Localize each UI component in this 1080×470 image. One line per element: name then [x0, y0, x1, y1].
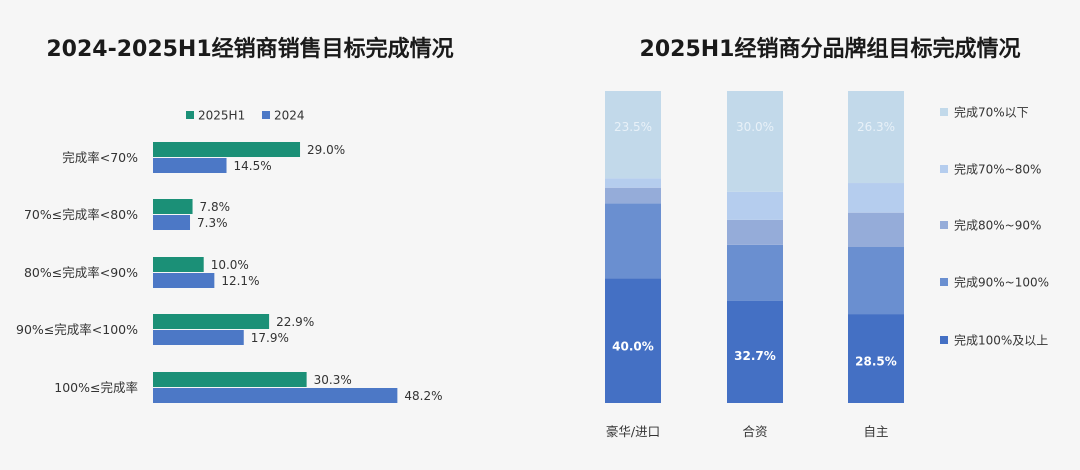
- segment-2-1: [727, 219, 783, 245]
- right-chart-title: 2025H1经销商分品牌组目标完成情况: [640, 36, 1021, 62]
- segment-label: 32.7%: [734, 349, 776, 363]
- data-label: 12.1%: [221, 274, 259, 288]
- category-label: 豪华/进口: [606, 424, 660, 439]
- segment-3-1: [727, 191, 783, 220]
- bar-1-4: [153, 388, 398, 403]
- bar-0-2: [153, 257, 204, 272]
- segment-1-2: [848, 247, 904, 315]
- legend-label-1: 完成90%~100%: [954, 275, 1049, 290]
- bar-0-3: [153, 314, 270, 329]
- data-label: 30.3%: [314, 373, 352, 387]
- category-label: 80%≤完成率<90%: [24, 265, 138, 280]
- category-label: 70%≤完成率<80%: [24, 207, 138, 222]
- bar-1-0: [153, 158, 227, 173]
- left-chart-title: 2024-2025H1经销商销售目标完成情况: [46, 36, 453, 62]
- bar-0-4: [153, 372, 307, 387]
- category-label: 完成率<70%: [62, 150, 138, 165]
- bar-1-2: [153, 273, 215, 288]
- segment-0-0: [605, 278, 661, 403]
- bar-0-0: [153, 142, 301, 157]
- category-label: 100%≤完成率: [54, 380, 138, 395]
- segment-label: 26.3%: [857, 120, 895, 134]
- data-label: 7.8%: [200, 200, 231, 214]
- legend-swatch-4: [940, 108, 948, 116]
- legend-swatch-0: [186, 111, 194, 119]
- segment-label: 40.0%: [612, 340, 654, 354]
- left-bars: 完成率<70% 29.0% 14.5% 70%≤完成率<80% 7.8% 7.3% 80%≤…: [16, 142, 442, 403]
- segment-0-2: [848, 314, 904, 403]
- data-label: 29.0%: [307, 143, 345, 157]
- bar-1-3: [153, 330, 244, 345]
- legend-label-0: 2025H1: [198, 109, 245, 123]
- left-chart: 2024-2025H1经销商销售目标完成情况 2025H1 2024 完成率<70…: [16, 36, 454, 403]
- legend-swatch-2: [940, 221, 948, 229]
- data-label: 48.2%: [404, 389, 442, 403]
- legend-label-0: 完成100%及以上: [954, 333, 1048, 348]
- legend-label-2: 完成80%~90%: [954, 218, 1041, 233]
- segment-0-1: [727, 300, 783, 403]
- segment-label: 23.5%: [614, 120, 652, 134]
- segment-4-2: [848, 91, 904, 184]
- category-label: 自主: [863, 424, 888, 439]
- segment-1-1: [727, 244, 783, 301]
- left-legend: 2025H1 2024: [186, 109, 305, 123]
- segment-label: 30.0%: [736, 120, 774, 134]
- segment-3-0: [605, 178, 661, 188]
- segment-4-1: [727, 91, 783, 192]
- legend-label-3: 完成70%~80%: [954, 162, 1041, 177]
- legend-swatch-1: [262, 111, 270, 119]
- category-label: 90%≤完成率<100%: [16, 322, 138, 337]
- legend-label-1: 2024: [274, 109, 305, 123]
- data-label: 7.3%: [197, 216, 228, 230]
- legend-swatch-1: [940, 278, 948, 286]
- segment-1-0: [605, 203, 661, 279]
- right-bars: 40.0% 23.5% 豪华/进口 32.7% 30.0% 合资 28.5% 26.3% 自主: [605, 91, 904, 439]
- segment-2-2: [848, 212, 904, 247]
- category-label: 合资: [742, 424, 767, 439]
- legend-swatch-0: [940, 336, 948, 344]
- bar-1-1: [153, 215, 191, 230]
- segment-2-0: [605, 187, 661, 204]
- data-label: 22.9%: [276, 315, 314, 329]
- right-chart: 2025H1经销商分品牌组目标完成情况 40.0% 23.5% 豪华/进口 32.7%…: [605, 36, 1049, 439]
- data-label: 10.0%: [211, 258, 249, 272]
- legend-swatch-3: [940, 165, 948, 173]
- segment-3-2: [848, 183, 904, 213]
- segment-4-0: [605, 91, 661, 179]
- data-label: 17.9%: [251, 331, 289, 345]
- data-label: 14.5%: [234, 159, 272, 173]
- legend-label-4: 完成70%以下: [954, 105, 1029, 120]
- segment-label: 28.5%: [855, 355, 897, 369]
- bar-0-1: [153, 199, 193, 214]
